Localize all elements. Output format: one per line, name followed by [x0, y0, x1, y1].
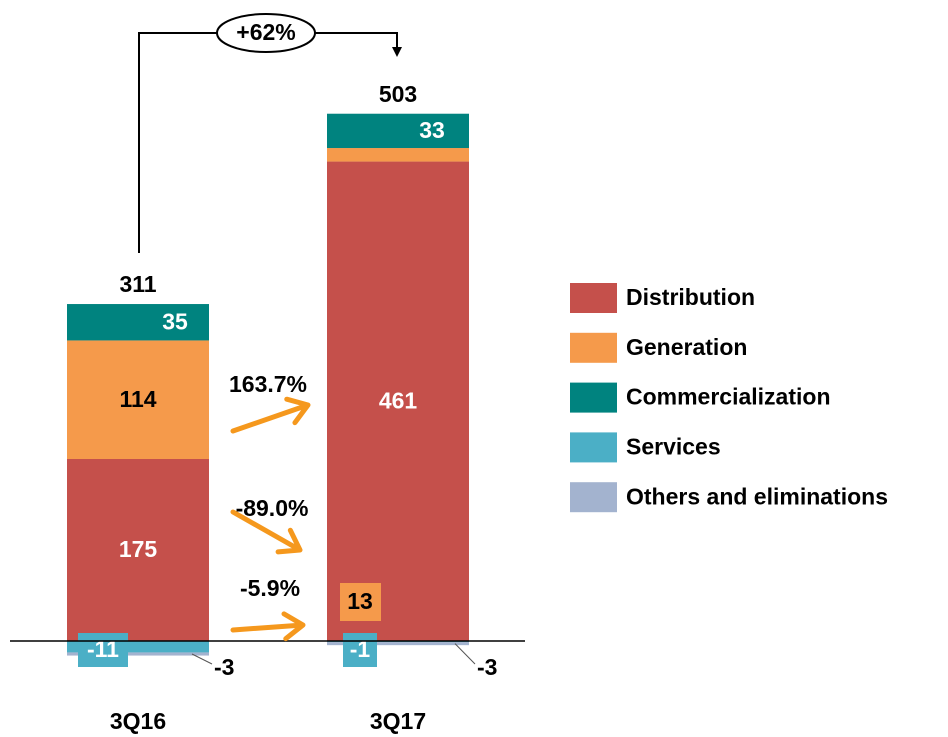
- legend-label: Services: [626, 433, 721, 459]
- leader-line: [191, 653, 213, 665]
- segment-label: 114: [119, 386, 156, 412]
- x-tick-label: 3Q16: [110, 708, 166, 734]
- total-label: 503: [379, 81, 417, 107]
- bar-segment: [327, 113, 469, 149]
- bar-segment: [67, 459, 209, 641]
- legend-label: Commercialization: [626, 384, 831, 410]
- bar-segment: [67, 641, 209, 653]
- legend-label: Distribution: [626, 284, 755, 310]
- growth-label: +62%: [236, 19, 295, 45]
- label-box: [343, 633, 377, 667]
- change-label: -5.9%: [240, 575, 300, 601]
- total-label: 311: [119, 271, 156, 297]
- legend-swatch: [570, 283, 617, 313]
- legend-label: Generation: [626, 334, 747, 360]
- legend-swatch: [570, 332, 617, 363]
- segment-label: -3: [477, 654, 497, 680]
- segment-label: -11: [87, 636, 119, 662]
- change-label: 163.7%: [229, 371, 307, 397]
- segment-label: -1: [350, 636, 371, 662]
- segment-label: -3: [214, 654, 234, 680]
- leader-line: [454, 643, 476, 665]
- growth-bubble: [216, 13, 316, 53]
- segment-label: 13: [347, 588, 373, 614]
- label-box: [78, 633, 128, 667]
- legend-swatch: [570, 482, 617, 513]
- legend-swatch: [570, 382, 617, 413]
- segment-label: 461: [379, 387, 418, 413]
- bar-segment: [67, 304, 209, 341]
- legend-swatch: [570, 432, 617, 463]
- bar-segment: [327, 642, 469, 646]
- bar-segment: [327, 148, 469, 162]
- segment-label: 35: [162, 308, 188, 334]
- segment-label: 33: [419, 117, 445, 143]
- bar-segment: [67, 652, 209, 656]
- bar-segment: [67, 340, 209, 459]
- change-arrow: [230, 611, 306, 642]
- change-arrow: [230, 396, 311, 434]
- x-tick-label: 3Q17: [370, 708, 426, 734]
- label-box: [340, 583, 381, 621]
- legend-label: Others and eliminations: [626, 483, 888, 509]
- change-label: -89.0%: [236, 495, 309, 521]
- change-arrow: [230, 509, 303, 555]
- bar-segment: [327, 161, 469, 641]
- segment-label: 175: [119, 536, 158, 562]
